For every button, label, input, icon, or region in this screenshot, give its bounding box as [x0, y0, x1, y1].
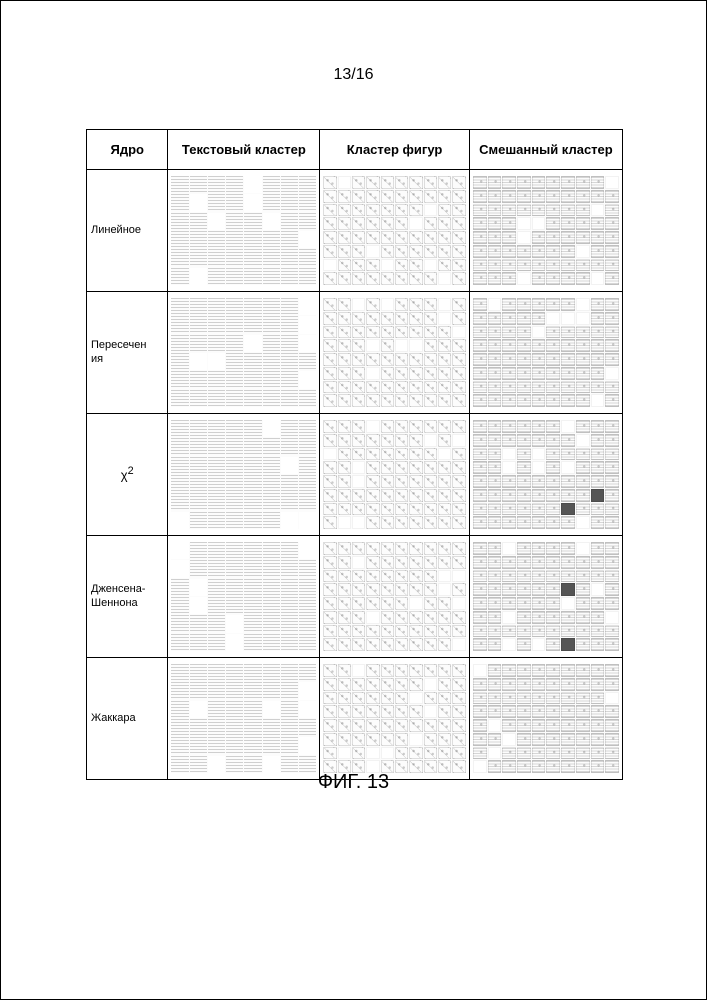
grid-fig-thumbnail: [323, 298, 466, 407]
figure-caption: ФИГ. 13: [1, 771, 706, 794]
mixed-cluster-cell: [469, 170, 622, 292]
grid-fig-thumbnail: [323, 420, 466, 529]
table-header-row: Ядро Текстовый кластер Кластер фигур Сме…: [87, 130, 623, 170]
grid-text-thumbnail: [171, 176, 316, 285]
text-cluster-cell: [168, 658, 320, 780]
mixed-cluster-cell: [469, 414, 622, 536]
text-cluster-cell: [168, 536, 320, 658]
grid-mix-thumbnail: [473, 176, 619, 285]
text-cluster-cell: [168, 170, 320, 292]
page-number: 13/16: [1, 66, 706, 84]
figure-cluster-cell: [320, 536, 470, 658]
table-row: Жаккара: [87, 658, 623, 780]
grid-text-thumbnail: [171, 420, 316, 529]
row-label: Жаккара: [87, 658, 168, 780]
grid-mix-thumbnail: [473, 420, 619, 529]
text-cluster-cell: [168, 292, 320, 414]
row-label: χ2: [87, 414, 168, 536]
figure-cluster-cell: [320, 292, 470, 414]
row-label: Дженсена- Шеннона: [87, 536, 168, 658]
header-mixed-cluster: Смешанный кластер: [469, 130, 622, 170]
grid-fig-thumbnail: [323, 542, 466, 651]
mixed-cluster-cell: [469, 536, 622, 658]
figure-cluster-cell: [320, 170, 470, 292]
header-text-cluster: Текстовый кластер: [168, 130, 320, 170]
mixed-cluster-cell: [469, 292, 622, 414]
table-row: Дженсена- Шеннона: [87, 536, 623, 658]
table-row: χ2: [87, 414, 623, 536]
grid-text-thumbnail: [171, 542, 316, 651]
text-cluster-cell: [168, 414, 320, 536]
grid-mix-thumbnail: [473, 298, 619, 407]
table-row: Пересечен ия: [87, 292, 623, 414]
figure-cluster-cell: [320, 658, 470, 780]
figure-cluster-cell: [320, 414, 470, 536]
grid-mix-thumbnail: [473, 664, 619, 773]
row-label: Линейное: [87, 170, 168, 292]
grid-fig-thumbnail: [323, 176, 466, 285]
grid-text-thumbnail: [171, 664, 316, 773]
page: 13/16 Ядро Текстовый кластер Кластер фиг…: [0, 0, 707, 1000]
header-core: Ядро: [87, 130, 168, 170]
row-label: Пересечен ия: [87, 292, 168, 414]
grid-mix-thumbnail: [473, 542, 619, 651]
header-figure-cluster: Кластер фигур: [320, 130, 470, 170]
table-body: ЛинейноеПересечен ияχ2Дженсена- ШеннонаЖ…: [87, 170, 623, 780]
grid-text-thumbnail: [171, 298, 316, 407]
table-row: Линейное: [87, 170, 623, 292]
mixed-cluster-cell: [469, 658, 622, 780]
figure-table: Ядро Текстовый кластер Кластер фигур Сме…: [86, 129, 623, 780]
grid-fig-thumbnail: [323, 664, 466, 773]
